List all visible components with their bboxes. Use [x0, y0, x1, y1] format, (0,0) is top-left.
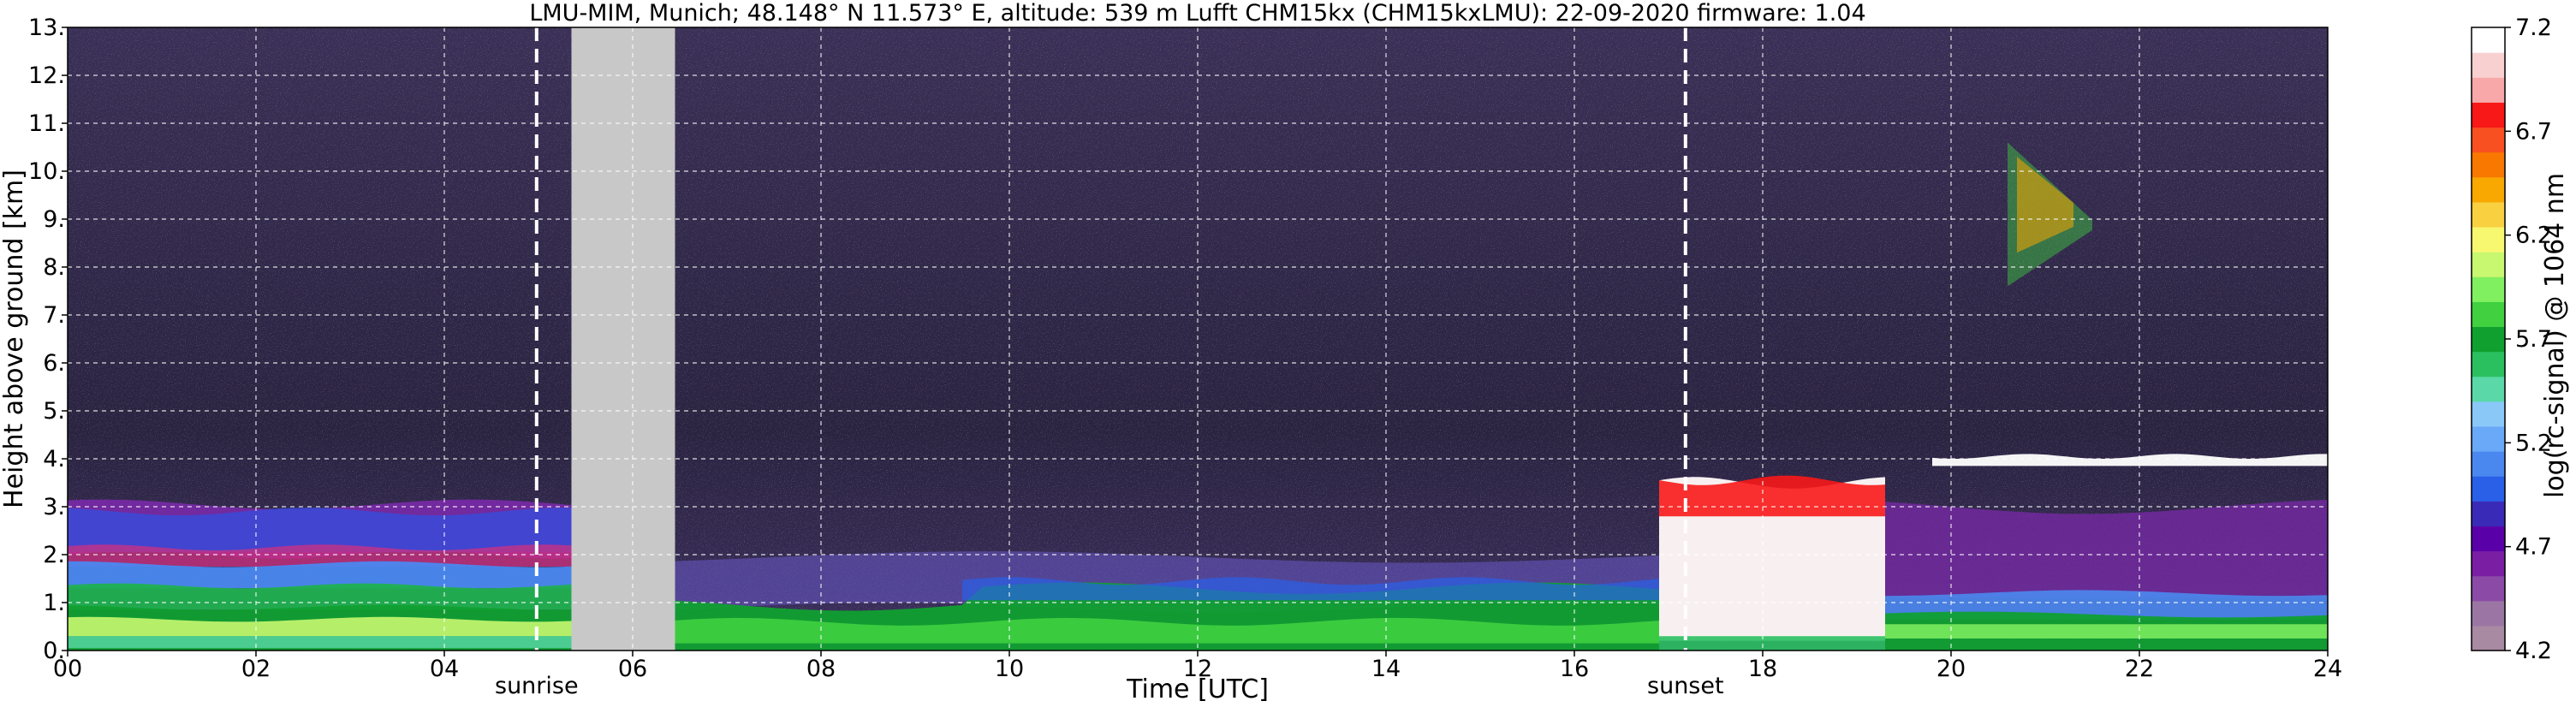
x-tick-label: 10	[995, 656, 1024, 682]
y-tick-label: 10.	[28, 158, 65, 185]
colorbar-segment	[2472, 127, 2505, 153]
colorbar-label: log(rc-signal) @ 1064 nm	[2540, 173, 2570, 498]
colorbar-tick-label: 7.2	[2515, 15, 2552, 41]
colorbar-tick-label: 6.7	[2515, 118, 2552, 145]
signal-layer	[675, 617, 1659, 644]
x-tick-label: 08	[806, 656, 836, 682]
y-tick-label: 0.	[43, 638, 65, 664]
y-axis-label: Height above ground [km]	[0, 169, 29, 508]
colorbar-tick-label: 5.2	[2515, 430, 2552, 456]
colorbar-segment	[2472, 625, 2505, 651]
y-tick-label: 5.	[43, 398, 65, 425]
marker-label: sunrise	[495, 673, 579, 699]
colorbar-segment	[2472, 376, 2505, 402]
y-tick-label: 3.	[43, 494, 65, 520]
signal-layer	[1885, 624, 2328, 639]
x-tick-label: 00	[53, 656, 82, 682]
marker-label: sunset	[1647, 673, 1724, 699]
colorbar-segment	[2472, 326, 2505, 353]
colorbar-segment	[2472, 201, 2505, 228]
x-tick-label: 18	[1748, 656, 1777, 682]
colorbar-segment	[2472, 526, 2505, 552]
colorbar-segment	[2472, 600, 2505, 627]
colorbar-segment	[2472, 476, 2505, 502]
signal-layer	[68, 583, 572, 610]
colorbar-segment	[2472, 276, 2505, 302]
y-tick-label: 13.	[28, 15, 65, 41]
y-tick-label: 7.	[43, 302, 65, 329]
y-tick-label: 1.	[43, 590, 65, 616]
x-axis: 00 02 04 06 08 10 12 14 16 18 20 22 24	[53, 651, 2342, 682]
colorbar-segment	[2472, 52, 2505, 78]
signal-layer	[962, 577, 1659, 601]
signal-layer	[68, 561, 572, 589]
colorbar-tick-label: 6.2	[2515, 223, 2552, 249]
signal-layer	[2017, 157, 2073, 253]
colorbar-segment	[2472, 575, 2505, 602]
x-tick-label: 04	[430, 656, 459, 682]
y-tick-label: 6.	[43, 350, 65, 377]
colorbar-segment	[2472, 27, 2505, 53]
signal-layer	[1932, 454, 2328, 466]
x-tick-label: 02	[241, 656, 271, 682]
x-tick-label: 06	[618, 656, 647, 682]
x-tick-label: 24	[2313, 656, 2342, 682]
y-tick-label: 12.	[28, 62, 65, 89]
colorbar-segment	[2472, 550, 2505, 577]
colorbar-segment	[2472, 252, 2505, 277]
colorbar-segment	[2472, 176, 2505, 203]
colorbar-segment	[2472, 401, 2505, 427]
colorbar: 4.2 4.7 5.2 5.7 6.2 6.7 7.2	[2471, 15, 2552, 664]
grid	[68, 27, 2328, 651]
signal-layer	[1885, 500, 2328, 598]
colorbar-tick-label: 4.7	[2515, 534, 2552, 561]
x-axis-label: Time [UTC]	[1126, 674, 1269, 704]
colorbar-segment	[2472, 425, 2505, 452]
y-tick-label: 4.	[43, 446, 65, 472]
colorbar-tick-label: 4.2	[2515, 638, 2552, 664]
colorbar-segment	[2472, 226, 2505, 253]
colorbar-tick-label: 5.7	[2515, 326, 2552, 353]
signal-layer	[68, 508, 572, 553]
x-tick-label: 14	[1371, 656, 1401, 682]
signal-layer	[68, 636, 572, 649]
colorbar-segment	[2472, 451, 2505, 477]
colorbar-segment	[2472, 351, 2505, 377]
colorbar-segment	[2472, 501, 2505, 526]
colorbar-segment	[2472, 152, 2505, 178]
signal-layer	[1659, 636, 1885, 651]
signal-layer	[68, 616, 572, 637]
signal-layer	[1659, 477, 1885, 641]
y-axis: 0. 1. 2. 3. 4. 5. 6. 7. 8. 9. 10. 11. 12. 13.	[28, 15, 68, 664]
x-tick-label: 22	[2125, 656, 2154, 682]
signal-layer	[1659, 475, 1885, 517]
y-tick-label: 9.	[43, 206, 65, 233]
data-gaps	[571, 27, 675, 651]
x-tick-label: 16	[1560, 656, 1589, 682]
y-tick-label: 8.	[43, 254, 65, 281]
y-tick-label: 11.	[28, 110, 65, 137]
data-gap	[571, 27, 675, 651]
colorbar-segment	[2472, 77, 2505, 103]
x-tick-label: 20	[1936, 656, 1966, 682]
colorbar-segment	[2472, 301, 2505, 328]
sun-markers: sunrise sunset	[495, 27, 1724, 699]
colorbar-segment	[2472, 102, 2505, 128]
chart-title: LMU-MIM, Munich; 48.148° N 11.573° E, al…	[529, 0, 1865, 27]
signal-layer	[68, 544, 572, 567]
y-tick-label: 2.	[43, 542, 65, 568]
x-tick-label: 12	[1183, 656, 1212, 682]
backscatter-layers	[68, 142, 2328, 651]
